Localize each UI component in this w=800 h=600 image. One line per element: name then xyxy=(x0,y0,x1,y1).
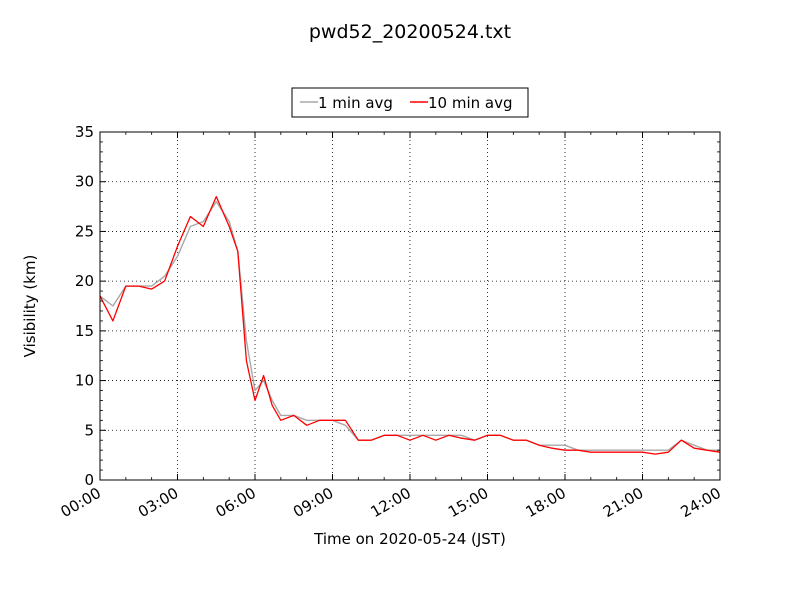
y-tick-label: 10 xyxy=(75,372,94,390)
chart-title: pwd52_20200524.txt xyxy=(309,21,511,43)
y-tick-label: 25 xyxy=(75,222,94,240)
y-tick-label: 30 xyxy=(75,173,94,191)
legend-label-10min: 10 min avg xyxy=(428,94,513,112)
legend: 1 min avg 10 min avg xyxy=(291,87,529,118)
series-line-10min xyxy=(99,195,721,455)
series-layer xyxy=(99,195,721,455)
y-tick-label: 20 xyxy=(75,272,94,290)
grid xyxy=(100,132,720,480)
y-tick-label: 5 xyxy=(84,421,94,439)
y-axis-label: Visibility (km) xyxy=(21,255,39,358)
y-tick-label: 0 xyxy=(84,471,94,489)
y-tick-label: 15 xyxy=(75,322,94,340)
x-axis-label: Time on 2020-05-24 (JST) xyxy=(313,530,506,548)
legend-label-1min: 1 min avg xyxy=(318,94,393,112)
y-tick-label: 35 xyxy=(75,123,94,141)
